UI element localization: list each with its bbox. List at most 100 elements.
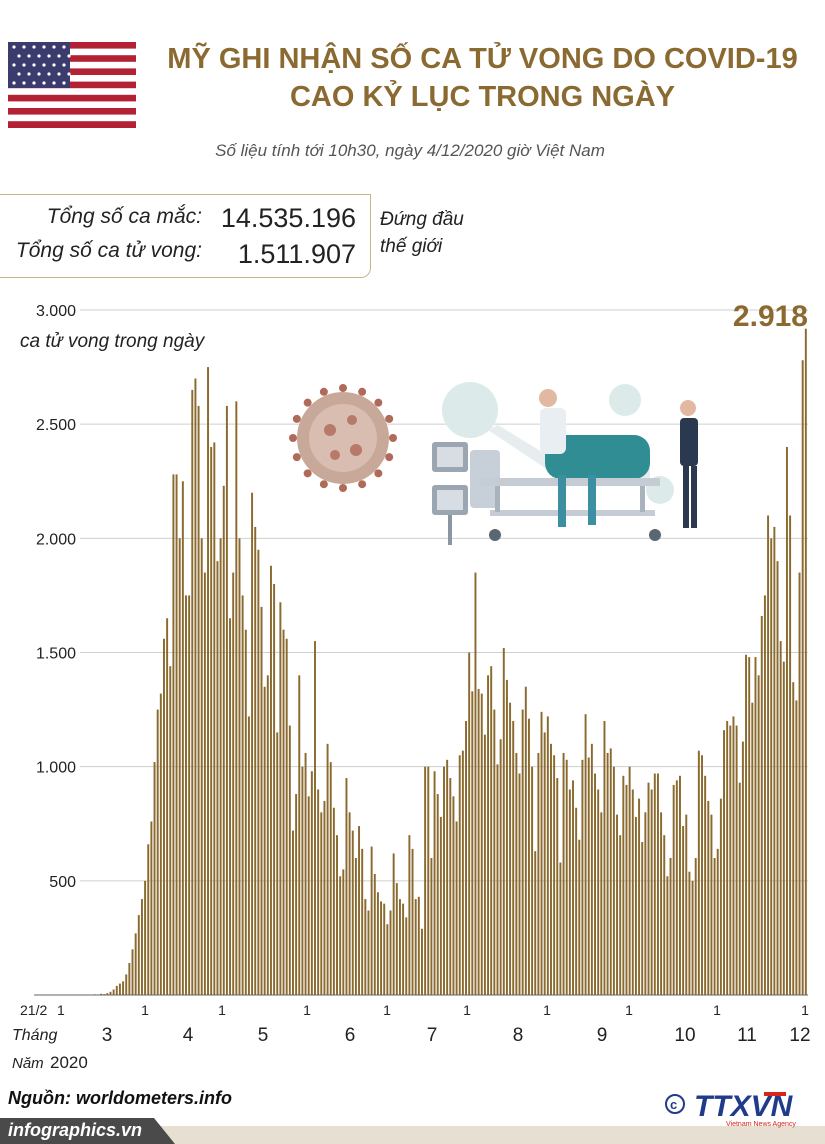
bar <box>216 561 219 995</box>
bar <box>600 812 603 995</box>
bar <box>487 675 490 995</box>
bar <box>257 549 260 995</box>
bar <box>518 773 521 995</box>
bar <box>754 657 757 995</box>
bar <box>590 743 593 995</box>
bar <box>159 693 162 995</box>
bar <box>307 796 310 995</box>
bar <box>723 730 725 995</box>
bar <box>650 789 653 995</box>
bar <box>694 858 697 995</box>
bar <box>587 757 590 995</box>
year-label: 2020 <box>50 1053 88 1072</box>
bar <box>606 752 609 995</box>
logo-subtitle: Vietnam News Agency <box>726 1121 796 1128</box>
x-day-tick-label: 1 <box>141 1002 149 1018</box>
bar <box>572 780 574 995</box>
bar <box>537 752 540 995</box>
bar <box>225 405 228 995</box>
bar <box>691 880 694 995</box>
bar <box>669 858 672 995</box>
bar <box>222 485 225 995</box>
bar <box>726 721 729 995</box>
y-tick-label: 2.500 <box>36 417 76 434</box>
bar <box>244 629 247 995</box>
bar <box>540 711 543 995</box>
bar <box>292 830 294 995</box>
bar <box>512 721 515 995</box>
bar <box>424 766 427 995</box>
bar <box>354 858 357 995</box>
y-tick-label: 3.000 <box>36 303 76 320</box>
bar <box>241 595 244 995</box>
bar <box>301 766 304 995</box>
leader-line-2: thế giới <box>380 236 443 257</box>
daily-deaths-chart: 500 1.000 1.500 2.000 2.500 3.000 <box>12 300 811 1072</box>
bar <box>675 780 678 995</box>
bar <box>483 734 486 995</box>
bar <box>773 526 776 995</box>
x-month-label: 4 <box>183 1025 194 1046</box>
bar <box>254 526 257 995</box>
title-line-1: MỸ GHI NHẬN SỐ CA TỬ VONG DO COVID-19 <box>167 43 798 75</box>
bar <box>685 814 688 995</box>
bar <box>197 405 200 995</box>
bar <box>345 778 348 995</box>
bar <box>641 842 644 995</box>
x-day-tick-label: 1 <box>801 1002 809 1018</box>
site-name[interactable]: infographics.vn <box>8 1120 143 1140</box>
bar <box>782 661 785 995</box>
bar <box>789 515 792 995</box>
bar <box>578 839 581 995</box>
bar <box>767 515 770 995</box>
total-deaths-label: Tổng số ca tử vong: <box>15 239 202 262</box>
bar <box>785 447 788 995</box>
bar <box>688 871 691 995</box>
footer-tab <box>0 1118 175 1144</box>
bar <box>411 848 414 995</box>
bar <box>735 725 738 995</box>
bar <box>260 606 263 995</box>
bar <box>336 835 338 995</box>
bar <box>738 782 741 995</box>
footer-bar: infographics.vn <box>0 1118 825 1144</box>
bar <box>326 743 329 995</box>
x-month-label: 11 <box>737 1025 757 1046</box>
bar <box>521 709 524 995</box>
bar <box>553 755 556 995</box>
bar <box>616 814 619 995</box>
bar <box>443 766 445 995</box>
bar <box>147 844 150 995</box>
bar <box>575 807 578 995</box>
bar <box>188 595 191 995</box>
bar <box>697 750 700 995</box>
bar <box>496 764 499 995</box>
bar <box>763 595 766 995</box>
bar <box>461 750 464 995</box>
bar <box>515 752 518 995</box>
bar <box>115 985 118 995</box>
x-day-tick-label: 1 <box>383 1002 391 1018</box>
x-day-tick-label: 1 <box>713 1002 721 1018</box>
bar <box>386 924 389 995</box>
virus-icon <box>289 384 397 492</box>
bar <box>779 641 782 995</box>
bar <box>137 915 140 995</box>
bar <box>499 739 502 995</box>
bar <box>122 981 125 995</box>
bar <box>370 846 373 995</box>
bar <box>191 389 194 996</box>
bar <box>653 773 656 995</box>
x-start-day-label: 1 <box>57 1002 65 1018</box>
svg-text:c: c <box>670 1097 677 1112</box>
bar <box>656 773 659 995</box>
bar <box>531 766 534 995</box>
bar <box>609 748 612 995</box>
bar <box>562 752 565 995</box>
bar <box>741 741 744 995</box>
y-tick-label: 1.000 <box>36 760 76 777</box>
source-credit: Nguồn: worldometers.info <box>8 1088 232 1108</box>
bar <box>612 766 615 995</box>
x-start-label: 21/2 <box>20 1002 47 1018</box>
